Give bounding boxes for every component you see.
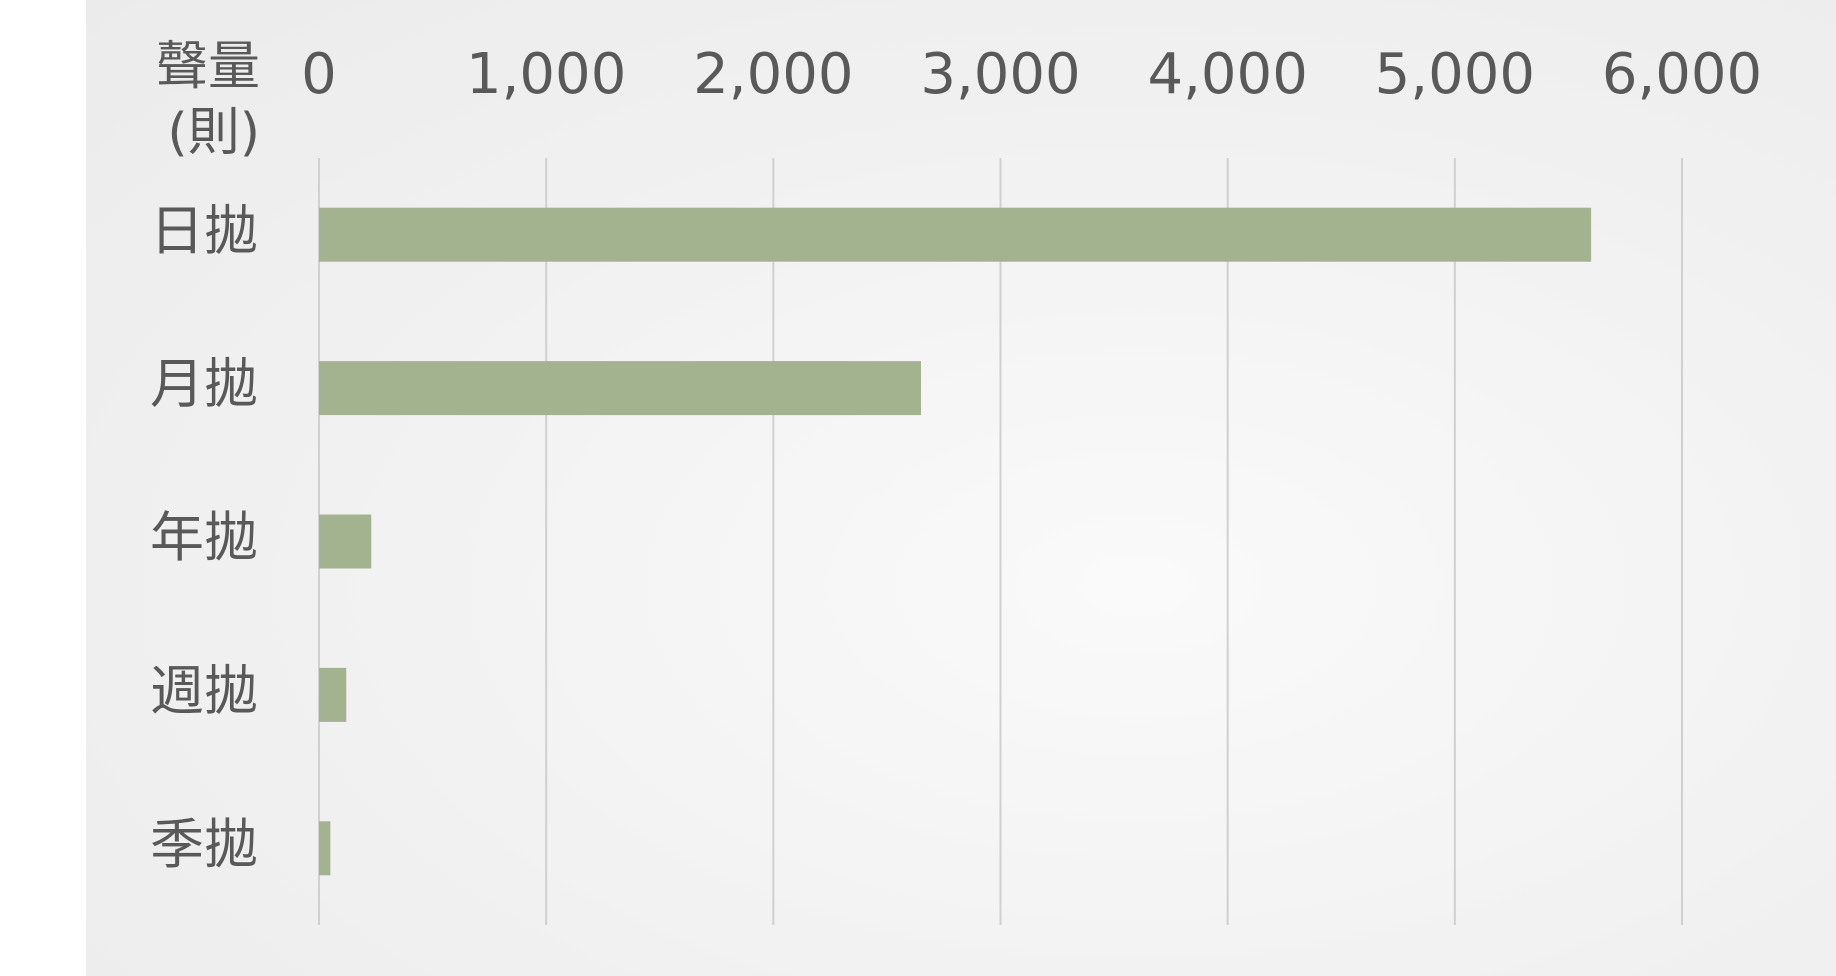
x-tick-label: 3,000: [920, 42, 1080, 107]
x-tick-label: 1,000: [466, 42, 626, 107]
x-tick-label: 5,000: [1375, 42, 1535, 107]
x-tick-label: 2,000: [693, 42, 853, 107]
bar: [319, 667, 347, 722]
bar: [319, 207, 1592, 262]
y-tick-label: 月拋: [150, 353, 258, 416]
x-tick-label: 0: [301, 42, 337, 107]
bar: [319, 821, 331, 876]
x-tick-label: 4,000: [1148, 42, 1308, 107]
axis-label: 聲量 (則): [155, 37, 260, 163]
y-tick-label: 年拋: [150, 506, 258, 569]
background-photo: [86, 0, 1836, 976]
y-tick-label: 季拋: [150, 813, 258, 876]
bar: [319, 514, 372, 569]
y-tick-label: 週拋: [150, 660, 258, 723]
bar: [319, 361, 921, 416]
x-tick-label: 6,000: [1602, 42, 1762, 107]
y-tick-label: 日拋: [150, 199, 258, 262]
